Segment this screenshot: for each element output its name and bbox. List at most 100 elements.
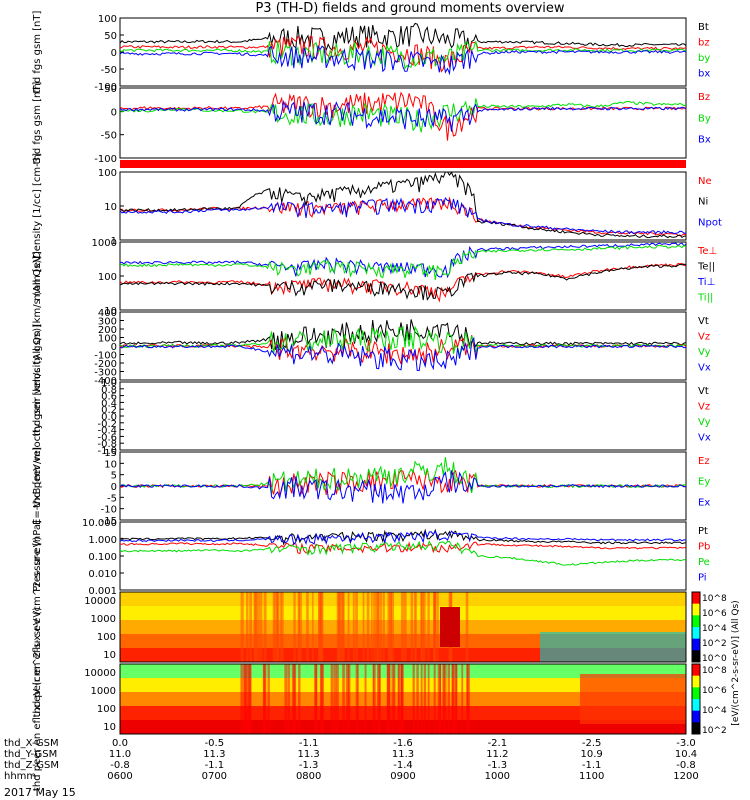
status-bar [120, 160, 686, 168]
y-tick-label: -50 [101, 131, 117, 142]
spectrogram-streak [276, 592, 279, 662]
series-line-Npot [119, 196, 686, 235]
series-line-bx [119, 44, 687, 76]
x-row-label: thd_Y-GSM [4, 749, 57, 760]
y-tick-label: 50 [104, 84, 117, 95]
spectrogram-streak [317, 592, 322, 662]
spectrogram-streak [437, 664, 442, 734]
colorbar-tick-label: 10^8 [702, 666, 727, 676]
y-tick-label: 300 [98, 317, 117, 328]
colorbar-segment [692, 638, 700, 651]
colorbar-tick-label: 10^6 [702, 686, 727, 696]
colorbar-tick-label: 10^0 [702, 654, 727, 664]
y-tick-label: 0.2 [101, 405, 117, 416]
spectrogram-streak [333, 664, 337, 734]
colorbar-segment [692, 722, 700, 735]
x-tick-label: 1200 [673, 771, 698, 782]
legend-label: Pe [698, 557, 710, 568]
panel-peir_spec: 10^8 10^6 10^4 10^2 10^0 10000 1000 100 10 thd pe… [32, 537, 727, 718]
spectrogram-streak [263, 664, 266, 734]
legend-label: Ex [698, 497, 710, 508]
colorbar-tick-label: 10^4 [702, 706, 727, 716]
x-tick-label: 11.3 [203, 749, 225, 760]
y-tick-label: 0 [111, 342, 117, 353]
panel-fgs_bgse: 50 0 -50 -100 thd fgs gsm [nT] Bz By Bx [32, 82, 711, 165]
colorbar-tick-label: 10^8 [702, 594, 727, 604]
spectrogram-streak [248, 664, 252, 734]
y-tick-label: 100 [97, 632, 116, 643]
series-line-Bz [119, 91, 687, 141]
legend-label: Vz [698, 402, 710, 413]
series-line-Bt [119, 22, 687, 52]
x-tick-label: 10.4 [675, 749, 697, 760]
y-tick-label: 0.0 [101, 412, 117, 423]
x-tick-label: -0.8 [676, 760, 696, 771]
x-tick-label: 11.2 [486, 749, 508, 760]
y-axis-label: thd peir en eflux eV (cm^2-s- sr-eV) [32, 537, 43, 718]
spectrogram-streak [320, 664, 324, 734]
colorbar-frame [691, 663, 701, 735]
series-line-Pe [119, 540, 687, 566]
y-tick-label: 0 [111, 48, 117, 59]
y-tick-label: -1.0 [97, 446, 117, 457]
spectrogram-streak [379, 592, 383, 662]
spectrogram-streak [397, 664, 400, 734]
spectrogram-streak [433, 664, 436, 734]
y-tick-label: 1.0 [101, 378, 117, 389]
y-tick-label: 5 [111, 471, 117, 482]
legend-label: Ni [698, 197, 708, 208]
series-line-Bx [119, 99, 687, 132]
spectrogram-streak [240, 664, 244, 734]
y-tick-label: 10000 [84, 596, 116, 607]
colorbar-frame [691, 591, 701, 663]
y-tick-label: 100 [98, 14, 117, 25]
colorbar-segment [692, 675, 700, 688]
spectrogram-streak [420, 592, 424, 662]
y-tick-label: -0.4 [97, 426, 117, 437]
x-tick-label: -0.5 [205, 738, 225, 749]
legend-label: By [698, 113, 711, 124]
y-tick-label: -100 [94, 82, 117, 93]
figure-title: P3 (TH-D) fields and ground moments over… [255, 1, 564, 16]
y-tick-label: 400 [98, 308, 117, 319]
legend-label: Bx [698, 135, 711, 146]
spectrogram-streak [281, 592, 284, 662]
y-axis-label: Pressure [nPa] [32, 520, 43, 592]
spectrogram-feature [440, 607, 460, 647]
spectrogram-streak [410, 592, 414, 662]
series-line-Ti|| [119, 244, 687, 280]
y-tick-label: 0.6 [101, 392, 117, 403]
x-tick-label: -0.8 [110, 760, 130, 771]
legend-label: Te|| [697, 262, 715, 273]
x-tick-label: -1.3 [488, 760, 508, 771]
spectrogram-streak [443, 664, 447, 734]
x-tick-label: -1.4 [393, 760, 413, 771]
legend-label: Ti⊥ [697, 277, 715, 288]
spectrogram-streak [401, 664, 404, 734]
panel-density: 100 10 1 Density [1/cc] [cm-3] Ne Ni Npot [32, 153, 722, 259]
spectrogram-streak [401, 592, 404, 662]
spectrogram-streak [320, 592, 323, 662]
spectrogram-streak [416, 664, 419, 734]
y-tick-label: -0.2 [97, 419, 117, 430]
x-row-label: hhmm [4, 771, 36, 782]
legend-label: Ey [698, 477, 710, 488]
y-tick-label: 10 [104, 459, 117, 470]
panel-frame [119, 17, 687, 87]
legend-label: Bz [698, 92, 710, 103]
y-tick-label: -0.6 [97, 432, 117, 443]
spectrogram-streak [362, 592, 365, 662]
spectrogram-streak [413, 592, 416, 662]
spectrogram-streak [274, 592, 278, 662]
spectrogram-streak [240, 592, 244, 662]
y-tick-label: -100 [94, 351, 117, 362]
spectrogram-streak [347, 592, 350, 662]
y-axis-label: thd fgs gsm [nT] [32, 82, 43, 165]
spectrogram-streak [427, 592, 430, 662]
x-tick-label: 0700 [202, 771, 227, 782]
x-row-label: thd_Z-GSM [4, 760, 59, 771]
y-tick-label: -15 [101, 516, 117, 527]
y-tick-label: 100 [98, 168, 117, 179]
